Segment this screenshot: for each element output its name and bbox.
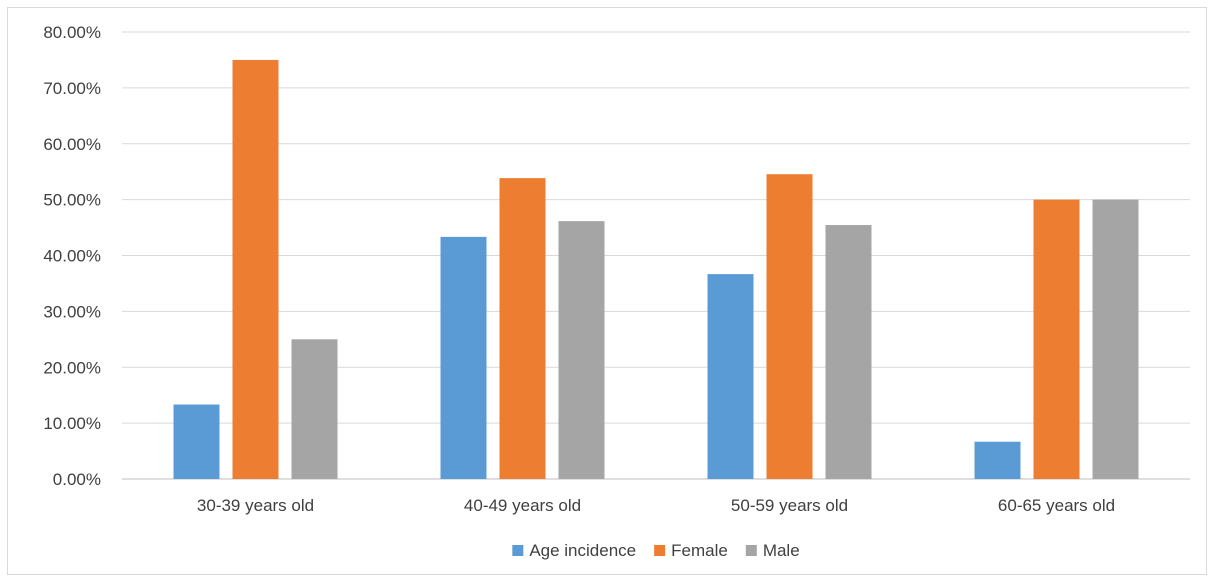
legend-swatch [654,545,666,556]
y-tick-label: 40.00% [43,247,101,266]
bar [1033,199,1080,479]
y-tick-label: 20.00% [43,358,101,377]
legend-label: Age incidence [529,541,636,560]
x-category-label: 50-59 years old [731,496,848,515]
legend-swatch [512,545,524,556]
y-axis-tick-labels: 0.00% 10.00% 20.00% 30.00% 40.00% 50.00% 60.00… [43,23,101,489]
bar [974,441,1021,479]
bar [440,236,487,479]
y-tick-label: 30.00% [43,302,101,321]
bar [173,404,220,479]
y-tick-label: 0.00% [53,470,101,489]
legend: Age incidence Female Male [512,541,800,560]
x-category-label: 60-65 years old [998,496,1115,515]
legend-label: Female [671,541,728,560]
bar [558,221,605,479]
bar [291,339,338,479]
y-tick-label: 10.00% [43,414,101,433]
x-axis-category-labels: 30-39 years old 40-49 years old 50-59 year… [197,496,1115,515]
bar [707,274,754,479]
y-tick-label: 60.00% [43,135,101,154]
x-category-label: 40-49 years old [464,496,581,515]
gridlines [122,31,1190,480]
y-tick-label: 70.00% [43,79,101,98]
bar [1092,199,1139,479]
bar [499,178,546,479]
x-category-label: 30-39 years old [197,496,314,515]
bar [766,174,813,479]
bars [173,59,1139,479]
y-tick-label: 80.00% [43,23,101,42]
chart-frame [7,7,1207,575]
legend-swatch [745,545,757,556]
bar [825,225,872,479]
y-tick-label: 50.00% [43,191,101,210]
bar [232,59,279,479]
legend-label: Male [763,541,800,560]
